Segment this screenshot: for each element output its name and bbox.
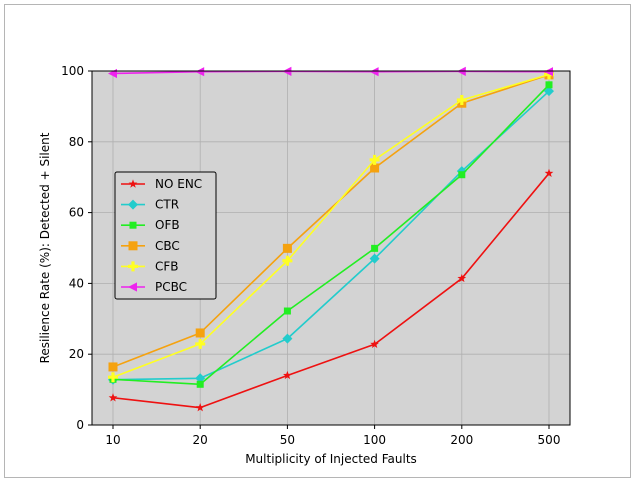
x-tick-label: 20 — [193, 433, 208, 447]
data-point-cbc — [195, 328, 205, 338]
y-tick-label: 20 — [69, 347, 84, 361]
data-point-cbc — [370, 163, 380, 173]
data-point-no-enc — [195, 403, 205, 412]
data-point-no-enc — [108, 393, 118, 402]
data-point-ctr — [282, 333, 293, 344]
legend-label-cfb: CFB — [155, 259, 179, 273]
data-point-cfb — [369, 154, 380, 165]
data-point-no-enc — [544, 168, 554, 178]
data-point-cbc — [108, 362, 118, 372]
data-point-cfb — [108, 372, 118, 383]
y-tick-label: 80 — [69, 135, 84, 149]
data-point-cfb — [195, 338, 206, 349]
data-point-cfb — [544, 69, 555, 80]
legend-label-ofb: OFB — [155, 218, 180, 232]
data-point-ctr — [544, 86, 554, 97]
y-tick-label: 100 — [61, 64, 84, 78]
data-point-no-enc — [283, 370, 292, 380]
data-point-no-enc — [457, 273, 467, 283]
data-point-ofb — [545, 81, 553, 89]
legend-marker-cbc — [128, 241, 138, 251]
series-line-cbc — [112, 74, 550, 368]
data-point-cbc — [282, 243, 292, 253]
data-point-ofb — [458, 171, 466, 179]
legend-label-ctr: CTR — [155, 198, 179, 212]
x-tick-label: 100 — [363, 433, 386, 447]
series-no-enc — [108, 168, 554, 412]
legend-marker-cfb — [127, 261, 138, 272]
y-axis-label: Resilience Rate (%): Detected + Silent — [38, 132, 52, 363]
series-cfb — [108, 69, 555, 383]
legend-marker-pcbc — [128, 282, 137, 292]
series-line-ofb — [112, 84, 550, 386]
legend-marker-ofb — [129, 221, 137, 229]
data-point-ctr — [195, 373, 206, 384]
y-tick-label: 0 — [76, 418, 84, 432]
legend-label-pcbc: PCBC — [155, 280, 187, 294]
data-point-ofb — [283, 307, 291, 315]
series-line-no-enc — [112, 172, 550, 409]
x-tick-label: 200 — [450, 433, 473, 447]
x-tick-label: 50 — [280, 433, 295, 447]
series-line-ctr — [112, 90, 550, 381]
y-tick-label: 60 — [69, 206, 84, 220]
y-tick-label: 40 — [69, 276, 84, 290]
legend-label-no-enc: NO ENC — [155, 177, 202, 191]
axis-ticks: 10 20 50 100 200 500 0 20 40 60 80 100 — [61, 64, 560, 447]
series-line-cfb — [112, 73, 550, 378]
legend-label-cbc: CBC — [155, 239, 180, 253]
x-tick-label: 500 — [538, 433, 561, 447]
data-point-cfb — [456, 95, 467, 106]
plot-border — [91, 70, 571, 426]
series-layer — [108, 66, 555, 412]
data-point-ofb — [196, 380, 204, 388]
x-axis-label: Multiplicity of Injected Faults — [245, 452, 417, 466]
x-tick-label: 10 — [105, 433, 120, 447]
data-point-pcbc — [369, 67, 379, 77]
data-point-ctr — [369, 253, 380, 264]
legend: NO ENC CTR OFB CBC CFB PCBC — [114, 171, 217, 300]
data-point-cfb — [282, 255, 293, 266]
data-point-pcbc — [195, 67, 205, 77]
data-point-ofb — [371, 244, 379, 252]
legend-marker-no-enc — [128, 179, 138, 188]
data-point-no-enc — [370, 339, 379, 349]
legend-marker-ctr — [128, 199, 138, 210]
legend-box — [114, 171, 217, 300]
data-point-pcbc — [544, 67, 553, 77]
